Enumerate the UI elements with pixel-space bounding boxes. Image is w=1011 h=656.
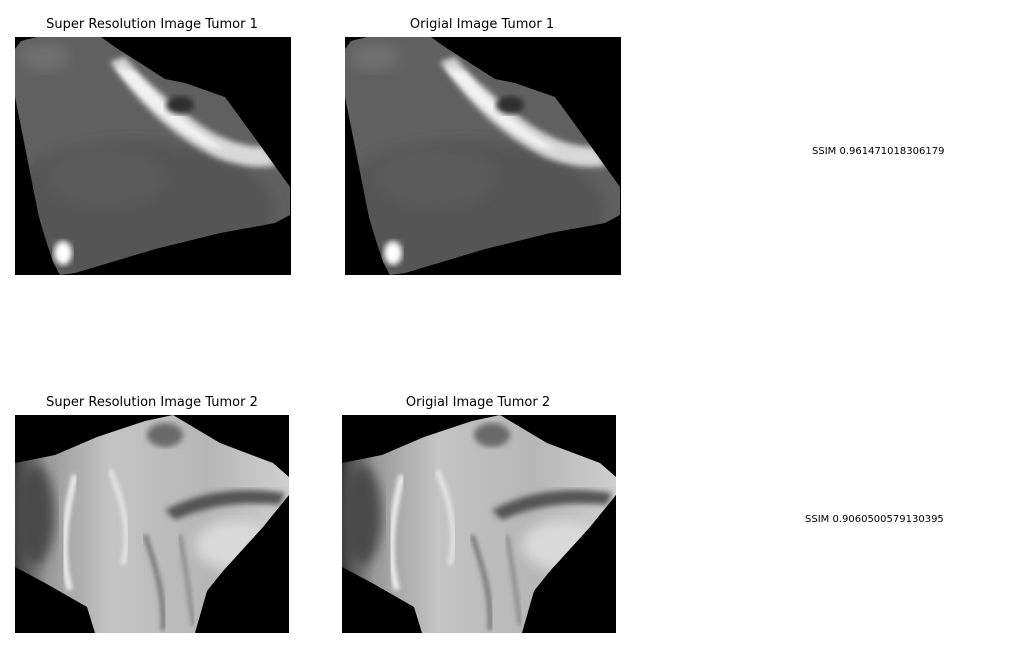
original-image-tumor-1 xyxy=(345,37,621,275)
ssim-score-2: SSIM 0.9060500579130395 xyxy=(805,514,944,525)
super-resolution-image-tumor-1 xyxy=(15,37,291,275)
super-resolution-title-1: Super Resolution Image Tumor 1 xyxy=(46,17,258,32)
ssim-score-1: SSIM 0.961471018306179 xyxy=(812,146,945,157)
tumor-1-original-scan xyxy=(345,37,620,275)
super-resolution-title-2: Super Resolution Image Tumor 2 xyxy=(46,395,258,410)
super-resolution-image-tumor-2 xyxy=(15,415,289,633)
original-image-tumor-2 xyxy=(342,415,616,633)
tumor-2-original-scan xyxy=(342,415,616,633)
tumor-1-sr-scan xyxy=(15,37,290,275)
original-title-1: Origial Image Tumor 1 xyxy=(409,17,555,32)
tumor-2-sr-scan xyxy=(15,415,289,633)
original-title-2: Origial Image Tumor 2 xyxy=(405,395,551,410)
